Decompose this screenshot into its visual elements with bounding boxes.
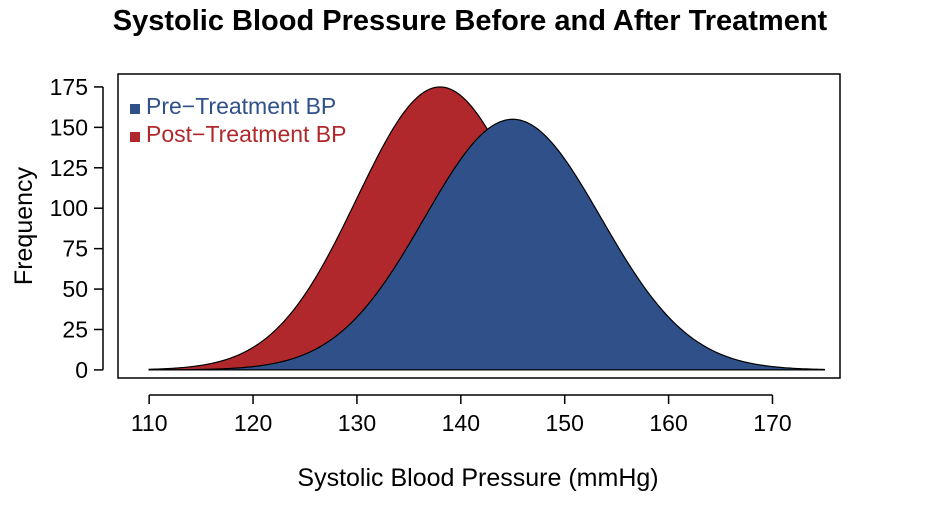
y-axis: 0 25 50 75 100 125 150 175 [50,74,104,383]
legend-swatch-0 [130,104,140,114]
y-tick-label: 0 [75,357,88,383]
x-tick-label: 150 [546,410,584,436]
legend-swatch-1 [130,132,140,142]
y-tick-label: 100 [50,195,88,221]
x-axis-label: Systolic Blood Pressure (mmHg) [297,464,658,492]
y-tick-label: 25 [62,316,88,342]
plot-frame [117,73,841,379]
legend-label-0: Pre−Treatment BP [146,93,336,119]
x-tick-label: 120 [234,410,272,436]
y-tick-label: 175 [50,74,88,100]
series-area-0 [148,118,826,371]
x-tick-label: 140 [442,410,480,436]
y-tick-label: 125 [50,155,88,181]
series-areas [148,86,826,371]
chart-title: Systolic Blood Pressure Before and After… [113,5,828,37]
x-axis: 110 120 130 140 150 160 170 [131,394,792,436]
y-tick-label: 75 [62,236,88,262]
y-tick-label: 150 [50,114,88,140]
x-tick-label: 170 [753,410,791,436]
legend-label-1: Post−Treatment BP [146,121,347,147]
x-tick-label: 160 [649,410,687,436]
y-tick-label: 50 [62,276,88,302]
y-axis-label: Frequency [10,166,38,285]
x-tick-label: 130 [338,410,376,436]
x-tick-label: 110 [131,410,168,436]
